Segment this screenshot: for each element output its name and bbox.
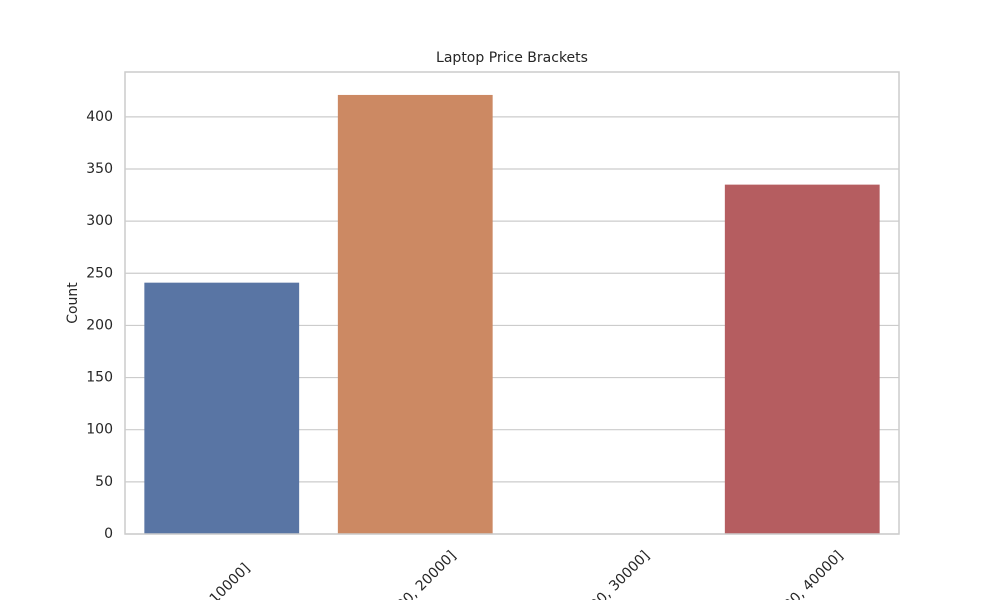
x-tick-label: (20000, 30000] <box>565 548 653 600</box>
x-tick-label: (0, 10000] <box>190 560 253 600</box>
bar <box>724 184 880 534</box>
y-tick-label: 350 <box>86 161 113 177</box>
y-tick-label: 400 <box>86 109 113 125</box>
chart-title: Laptop Price Brackets <box>436 50 588 66</box>
y-tick-label: 150 <box>86 370 113 386</box>
y-tick-label: 0 <box>104 526 113 542</box>
y-tick-label: 300 <box>86 213 113 229</box>
y-tick-label: 50 <box>95 474 113 490</box>
y-tick-label: 200 <box>86 317 113 333</box>
y-axis-label: Count <box>65 282 81 324</box>
x-tick-label: (10000, 20000] <box>371 548 459 600</box>
plot-frame <box>124 71 900 535</box>
y-tick-label: 100 <box>86 422 113 438</box>
y-tick-label: 250 <box>86 265 113 281</box>
bar <box>144 282 300 534</box>
x-tick-label: (30000, 40000] <box>758 548 846 600</box>
bar <box>337 94 493 534</box>
